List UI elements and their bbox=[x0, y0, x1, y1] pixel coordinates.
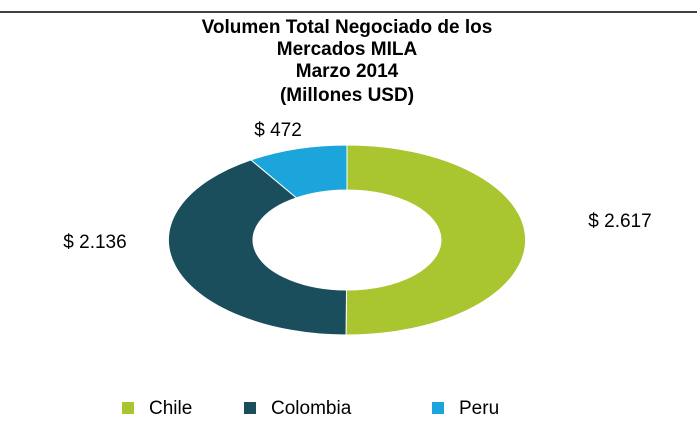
value-label: $ 472 bbox=[254, 120, 302, 141]
legend-label: Chile bbox=[149, 398, 192, 419]
chart-title-line: Marzo 2014 bbox=[296, 61, 399, 82]
donut-slice bbox=[346, 145, 526, 335]
legend-swatch bbox=[432, 402, 444, 414]
donut bbox=[168, 145, 525, 335]
value-label: $ 2.136 bbox=[63, 232, 126, 253]
legend: Chile Colombia Peru bbox=[122, 398, 499, 419]
value-labels: $ 2.617 $ 2.136 $ 472 bbox=[63, 120, 651, 253]
value-label: $ 2.617 bbox=[588, 211, 651, 232]
legend-label: Peru bbox=[459, 398, 499, 419]
chart-title-line: Mercados MILA bbox=[277, 39, 418, 60]
donut-slice bbox=[168, 160, 346, 335]
legend-swatch bbox=[244, 402, 256, 414]
chart-title-line: (Millones USD) bbox=[280, 85, 414, 106]
chart-title-line: Volumen Total Negociado de los bbox=[202, 17, 493, 38]
donut-slice bbox=[251, 145, 347, 198]
legend-swatch bbox=[122, 402, 134, 414]
legend-label: Colombia bbox=[271, 398, 352, 419]
